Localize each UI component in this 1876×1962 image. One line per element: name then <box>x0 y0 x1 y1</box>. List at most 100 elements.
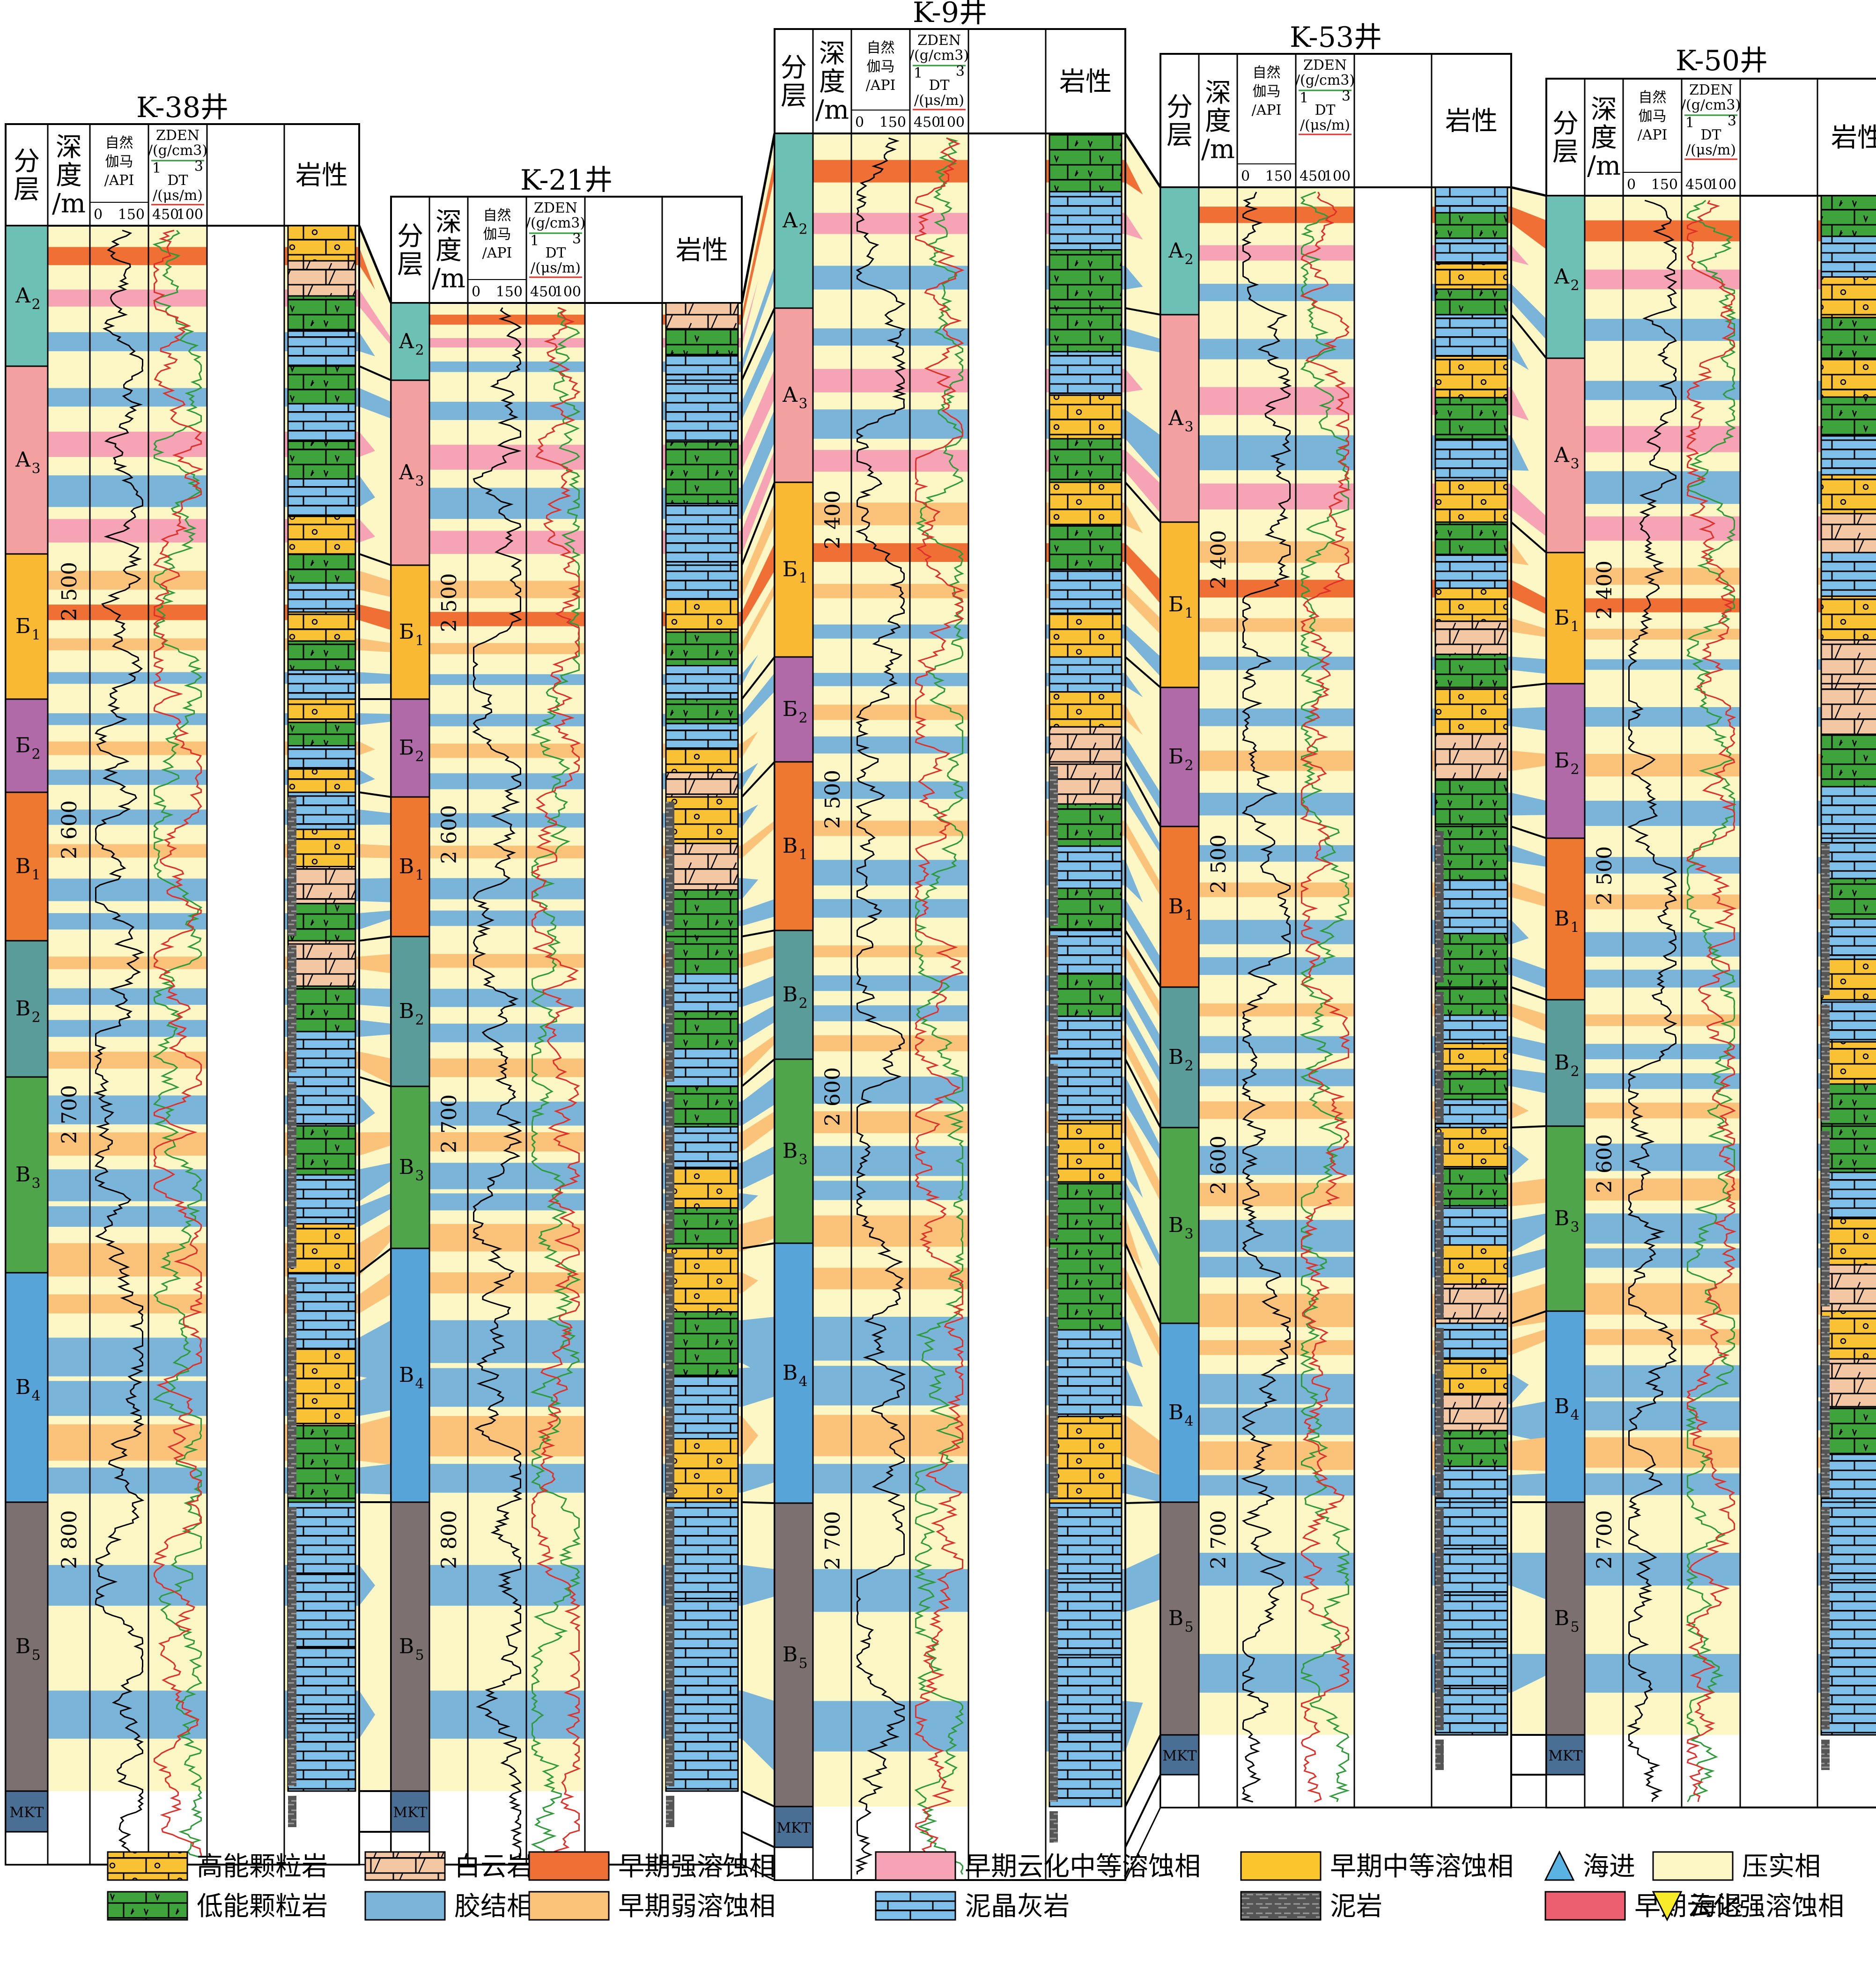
layer-label: B <box>1168 895 1183 919</box>
mudstone-strip <box>288 1507 296 1786</box>
micrite-lithology <box>1434 1322 1508 1360</box>
low-grain-lithology <box>665 631 739 666</box>
layer-label: A <box>1168 239 1184 263</box>
facies-band <box>1511 1654 1546 1693</box>
layer-label: B <box>1554 1051 1569 1075</box>
legend-label: 早期中等溶蚀相 <box>1330 1851 1514 1882</box>
depth-header: /m <box>815 95 849 125</box>
facies-band <box>429 1101 585 1126</box>
facies-band <box>1125 1005 1160 1084</box>
high-grain-lithology <box>1434 1127 1508 1168</box>
mudstone-strip <box>1049 935 1058 1055</box>
facies-band <box>1511 1069 1546 1093</box>
facies-band <box>1125 328 1160 353</box>
high-grain-lithology <box>1049 1416 1123 1504</box>
layer-subscript: 5 <box>415 1647 424 1664</box>
layer-subscript: 3 <box>798 396 807 412</box>
low-grain-lithology <box>1049 1242 1123 1331</box>
layer-cell <box>5 225 49 367</box>
gamma-scale-max: 150 <box>118 207 145 223</box>
correlation-line <box>1511 826 1547 839</box>
micrite-lithology <box>1820 1579 1876 1658</box>
low-grain-lithology <box>1434 288 1508 316</box>
layer-label: Б <box>399 620 414 644</box>
facies-band <box>1199 882 1354 897</box>
facies-band <box>359 1368 391 1416</box>
gamma-scale-max: 150 <box>1265 168 1292 184</box>
facies-band <box>813 502 968 525</box>
legend-item: 早期中等溶蚀相 <box>1240 1851 1514 1882</box>
micrite-lithology <box>287 669 356 700</box>
layer-subscript: 2 <box>1570 1063 1579 1080</box>
facies-band <box>1199 541 1354 563</box>
layer-label: Б <box>783 697 798 721</box>
facies-band <box>742 1077 775 1126</box>
low-grain-lithology <box>287 365 356 405</box>
high-grain-lithology <box>1434 1042 1508 1072</box>
facies-band <box>1585 426 1740 452</box>
layer-header: 层 <box>397 250 423 280</box>
micrite-lithology <box>1049 929 1123 974</box>
header-box <box>774 28 1126 134</box>
facies-band <box>359 672 391 684</box>
layer-cell <box>1160 521 1200 688</box>
zden-header: ZDEN <box>917 32 961 49</box>
legend-item: 早期弱溶蚀相 <box>528 1891 776 1922</box>
facies-band <box>1199 1036 1354 1054</box>
depth-label: 2 500 <box>821 770 845 829</box>
mudstone-strip <box>1049 767 1058 926</box>
depth-header: 深 <box>1591 95 1617 125</box>
facies-band <box>1125 1180 1160 1269</box>
micrite-lithology <box>1049 1730 1123 1807</box>
micrite-lithology <box>1434 237 1508 265</box>
gamma-header: 自然 <box>867 40 895 56</box>
well-name: K-38井 <box>136 91 229 124</box>
high-grain-lithology <box>1434 479 1508 523</box>
high-grain-lithology <box>1049 1120 1123 1183</box>
facies-band <box>359 809 391 825</box>
low-grain-lithology <box>665 1207 739 1249</box>
facies-band <box>359 247 375 290</box>
micrite-lithology <box>1820 435 1876 476</box>
well-name: K-50井 <box>1676 44 1768 77</box>
mudstone-strip <box>1435 1507 1444 1730</box>
depth-header: /m <box>1201 134 1235 165</box>
facies-band <box>359 638 391 652</box>
layer-cell <box>5 1076 49 1274</box>
depth-label: 2 500 <box>1593 846 1617 905</box>
micrite-lithology <box>1820 1501 1876 1581</box>
facies-band <box>1511 751 1546 771</box>
facies-band <box>48 741 207 755</box>
facies-band <box>742 450 775 554</box>
dt-curve <box>530 307 581 1859</box>
low-grain-lithology <box>287 295 356 332</box>
layer-header: 分 <box>1167 92 1193 123</box>
zden-unit: /(g/cm3) <box>1681 97 1741 113</box>
micrite-lithology <box>287 1718 356 1792</box>
layer-subscript: 1 <box>31 627 40 643</box>
facies-band <box>813 583 968 598</box>
facies-band <box>359 741 375 755</box>
dt-header: DT <box>929 77 949 94</box>
correlation-line <box>740 133 776 303</box>
dt-unit: /(μs/m) <box>153 187 203 204</box>
gamma-header: 伽马 <box>105 154 133 170</box>
facies-band <box>1585 754 1740 777</box>
micrite-lithology <box>665 1126 739 1168</box>
low-grain-lithology <box>287 440 356 480</box>
layer-label: B <box>1554 1207 1569 1231</box>
facies-band <box>813 1005 968 1021</box>
facies-band <box>742 672 775 727</box>
gamma-scale-max: 150 <box>496 284 523 300</box>
facies-band <box>429 1368 585 1407</box>
micrite-lithology <box>665 1374 739 1439</box>
layer-subscript: 3 <box>31 1175 40 1192</box>
facies-band <box>1125 1415 1160 1476</box>
facies-band <box>48 605 207 620</box>
facies-band <box>1585 381 1740 400</box>
micrite-lithology <box>665 723 739 749</box>
high-grain-lithology <box>1049 691 1123 728</box>
correlation-line <box>1511 683 1547 688</box>
facies-band <box>359 519 375 543</box>
